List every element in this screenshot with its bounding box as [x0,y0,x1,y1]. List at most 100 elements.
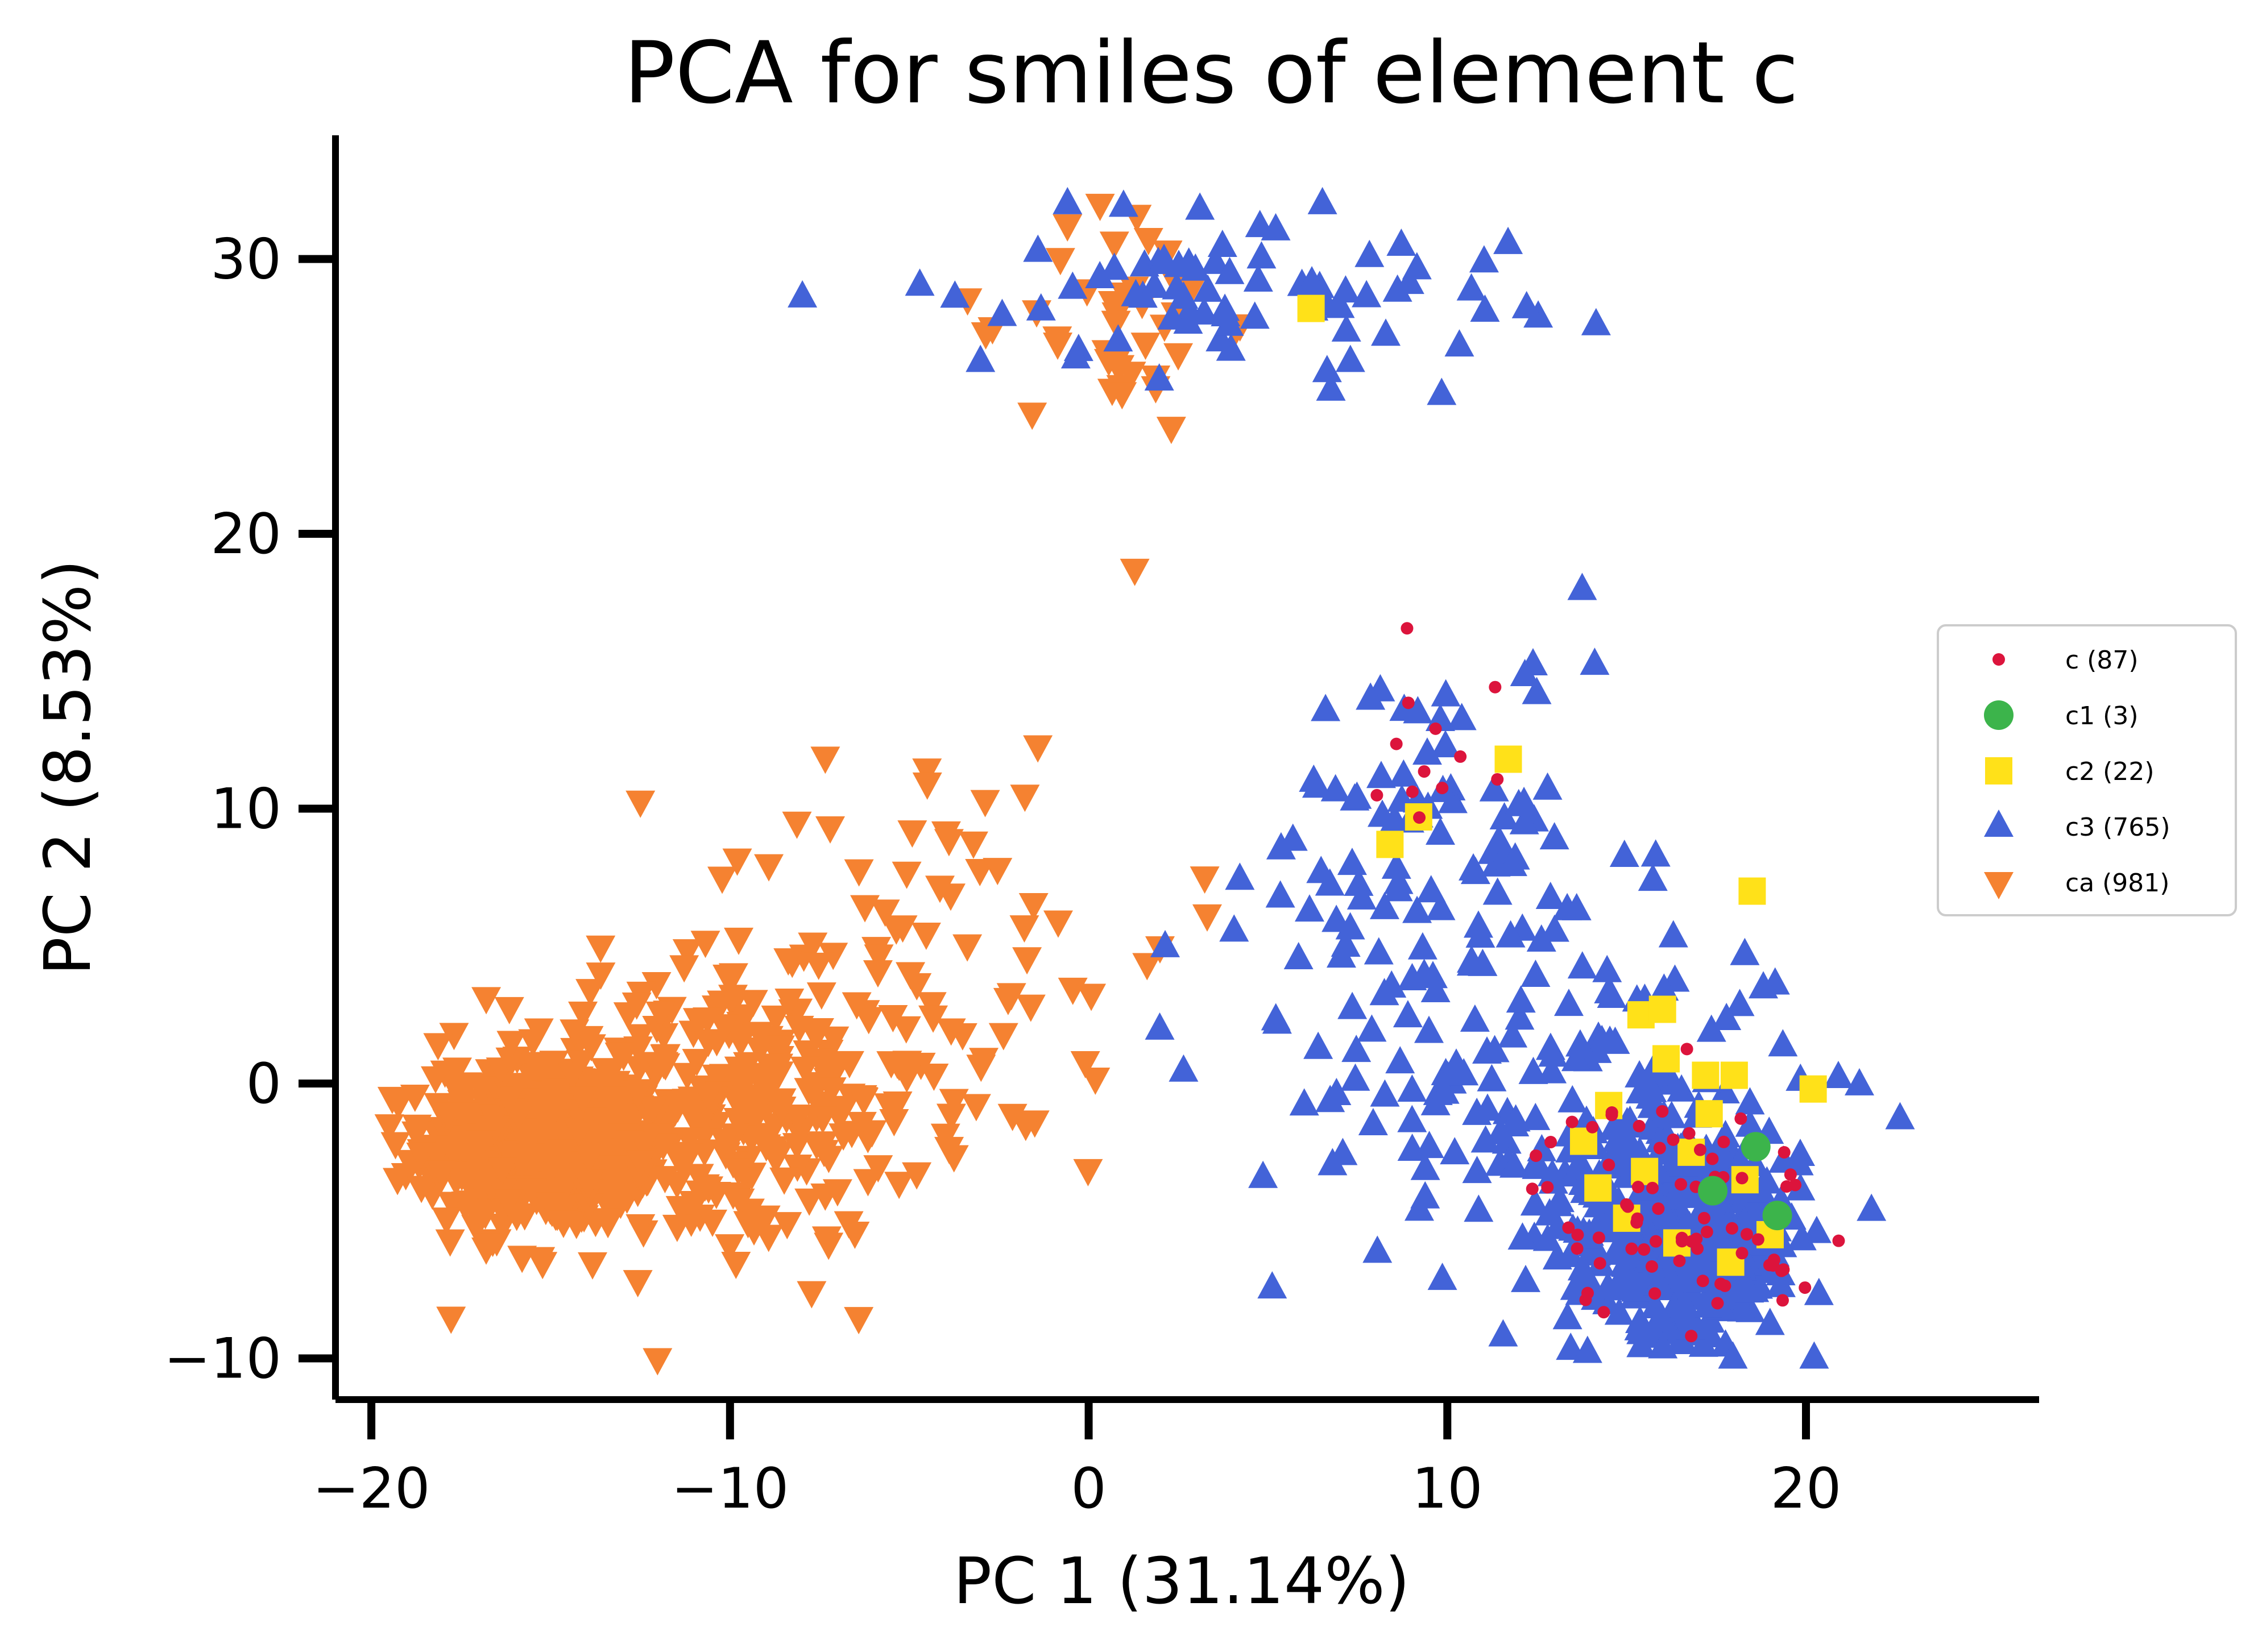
data-point [1045,248,1075,276]
data-point [383,1091,413,1119]
data-point [466,1076,496,1104]
data-point [884,1172,914,1199]
data-point [1552,1302,1582,1330]
data-point [912,772,942,800]
legend: c (87) c1 (3) c2 (22) c3 (765) ca (981) [1937,624,2237,916]
data-point [1539,822,1569,850]
data-point [829,1095,859,1123]
data-point [582,1072,612,1099]
data-point [1735,1087,1765,1115]
data-point [1532,772,1563,800]
y-ticks: −10 0 10 20 30 [164,227,335,1391]
data-point [1470,1125,1501,1153]
y-tick-label: 20 [210,502,281,567]
data-point [808,1131,838,1159]
data-point [753,1072,784,1100]
data-point [1605,1109,1618,1122]
data-point [1010,785,1040,812]
data-point [528,1054,558,1082]
data-point [1430,730,1460,758]
data-point [1776,1294,1789,1307]
data-point [512,1132,542,1160]
data-point [1121,279,1151,306]
data-point [1321,1077,1352,1105]
data-point [1362,1235,1393,1263]
data-point [1426,817,1456,845]
data-point [1799,1341,1829,1369]
data-point [987,298,1017,326]
data-point [1382,274,1412,302]
data-point [1696,1275,1709,1288]
plot-area [374,186,1915,1376]
data-point [788,280,818,308]
data-point [1261,1003,1291,1031]
data-point [1261,213,1291,240]
data-point [1631,1181,1644,1194]
data-point [623,1270,653,1298]
data-point [848,1087,879,1115]
data-point [1521,1102,1551,1130]
data-point [1541,1181,1554,1194]
data-point [1430,1076,1460,1104]
data-point [1784,1168,1797,1181]
data-point [1693,1143,1706,1156]
data-point [1248,1160,1278,1188]
data-point [993,987,1023,1015]
data-point [1844,1068,1874,1095]
data-point [536,1192,566,1220]
data-point [883,1052,913,1080]
data-point [1644,1267,1674,1295]
data-point [638,1096,668,1124]
data-point [1376,831,1404,858]
data-point [1711,1297,1724,1310]
data-point [1390,737,1403,750]
data-point [1297,294,1325,322]
data-point [930,1123,960,1151]
x-tick-label: 10 [1412,1456,1483,1521]
data-point [1857,1193,1887,1221]
data-point [767,1097,797,1124]
data-point [1076,983,1107,1011]
data-point [1658,1067,1688,1095]
data-point [1712,1002,1742,1030]
data-point [590,1139,620,1167]
data-point [1700,1226,1713,1239]
data-point [682,1049,712,1077]
data-point [1307,186,1337,214]
data-point [442,1057,472,1085]
data-point [599,1086,629,1114]
data-point [1402,895,1432,923]
data-point [811,1226,842,1254]
data-point [1108,189,1138,217]
data-point [1386,229,1416,256]
legend-marker [1984,872,2014,899]
data-point [863,1155,893,1183]
data-point [623,1081,653,1109]
data-point [1777,1263,1790,1276]
data-point [487,1213,517,1241]
data-point [970,790,1000,817]
data-point [782,811,812,839]
data-point [709,1014,739,1042]
data-point [651,1053,681,1081]
data-point [1491,773,1504,786]
data-point [1403,696,1433,724]
legend-label: c2 (22) [2065,757,2155,786]
data-point [1058,271,1088,299]
data-point [888,915,918,943]
data-point [1768,1145,1799,1173]
data-point [1397,1105,1427,1132]
data-point [1885,1102,1915,1130]
data-point [1645,1125,1675,1153]
data-point [672,939,702,967]
data-point [650,1166,680,1194]
data-point [1720,1061,1748,1089]
data-point [1631,1157,1659,1185]
data-point [1080,1067,1111,1095]
data-point [1429,722,1442,735]
data-point [1215,256,1245,284]
data-point [983,858,1013,886]
data-point [1205,324,1236,352]
data-point [723,1107,753,1135]
data-point [1240,301,1270,329]
